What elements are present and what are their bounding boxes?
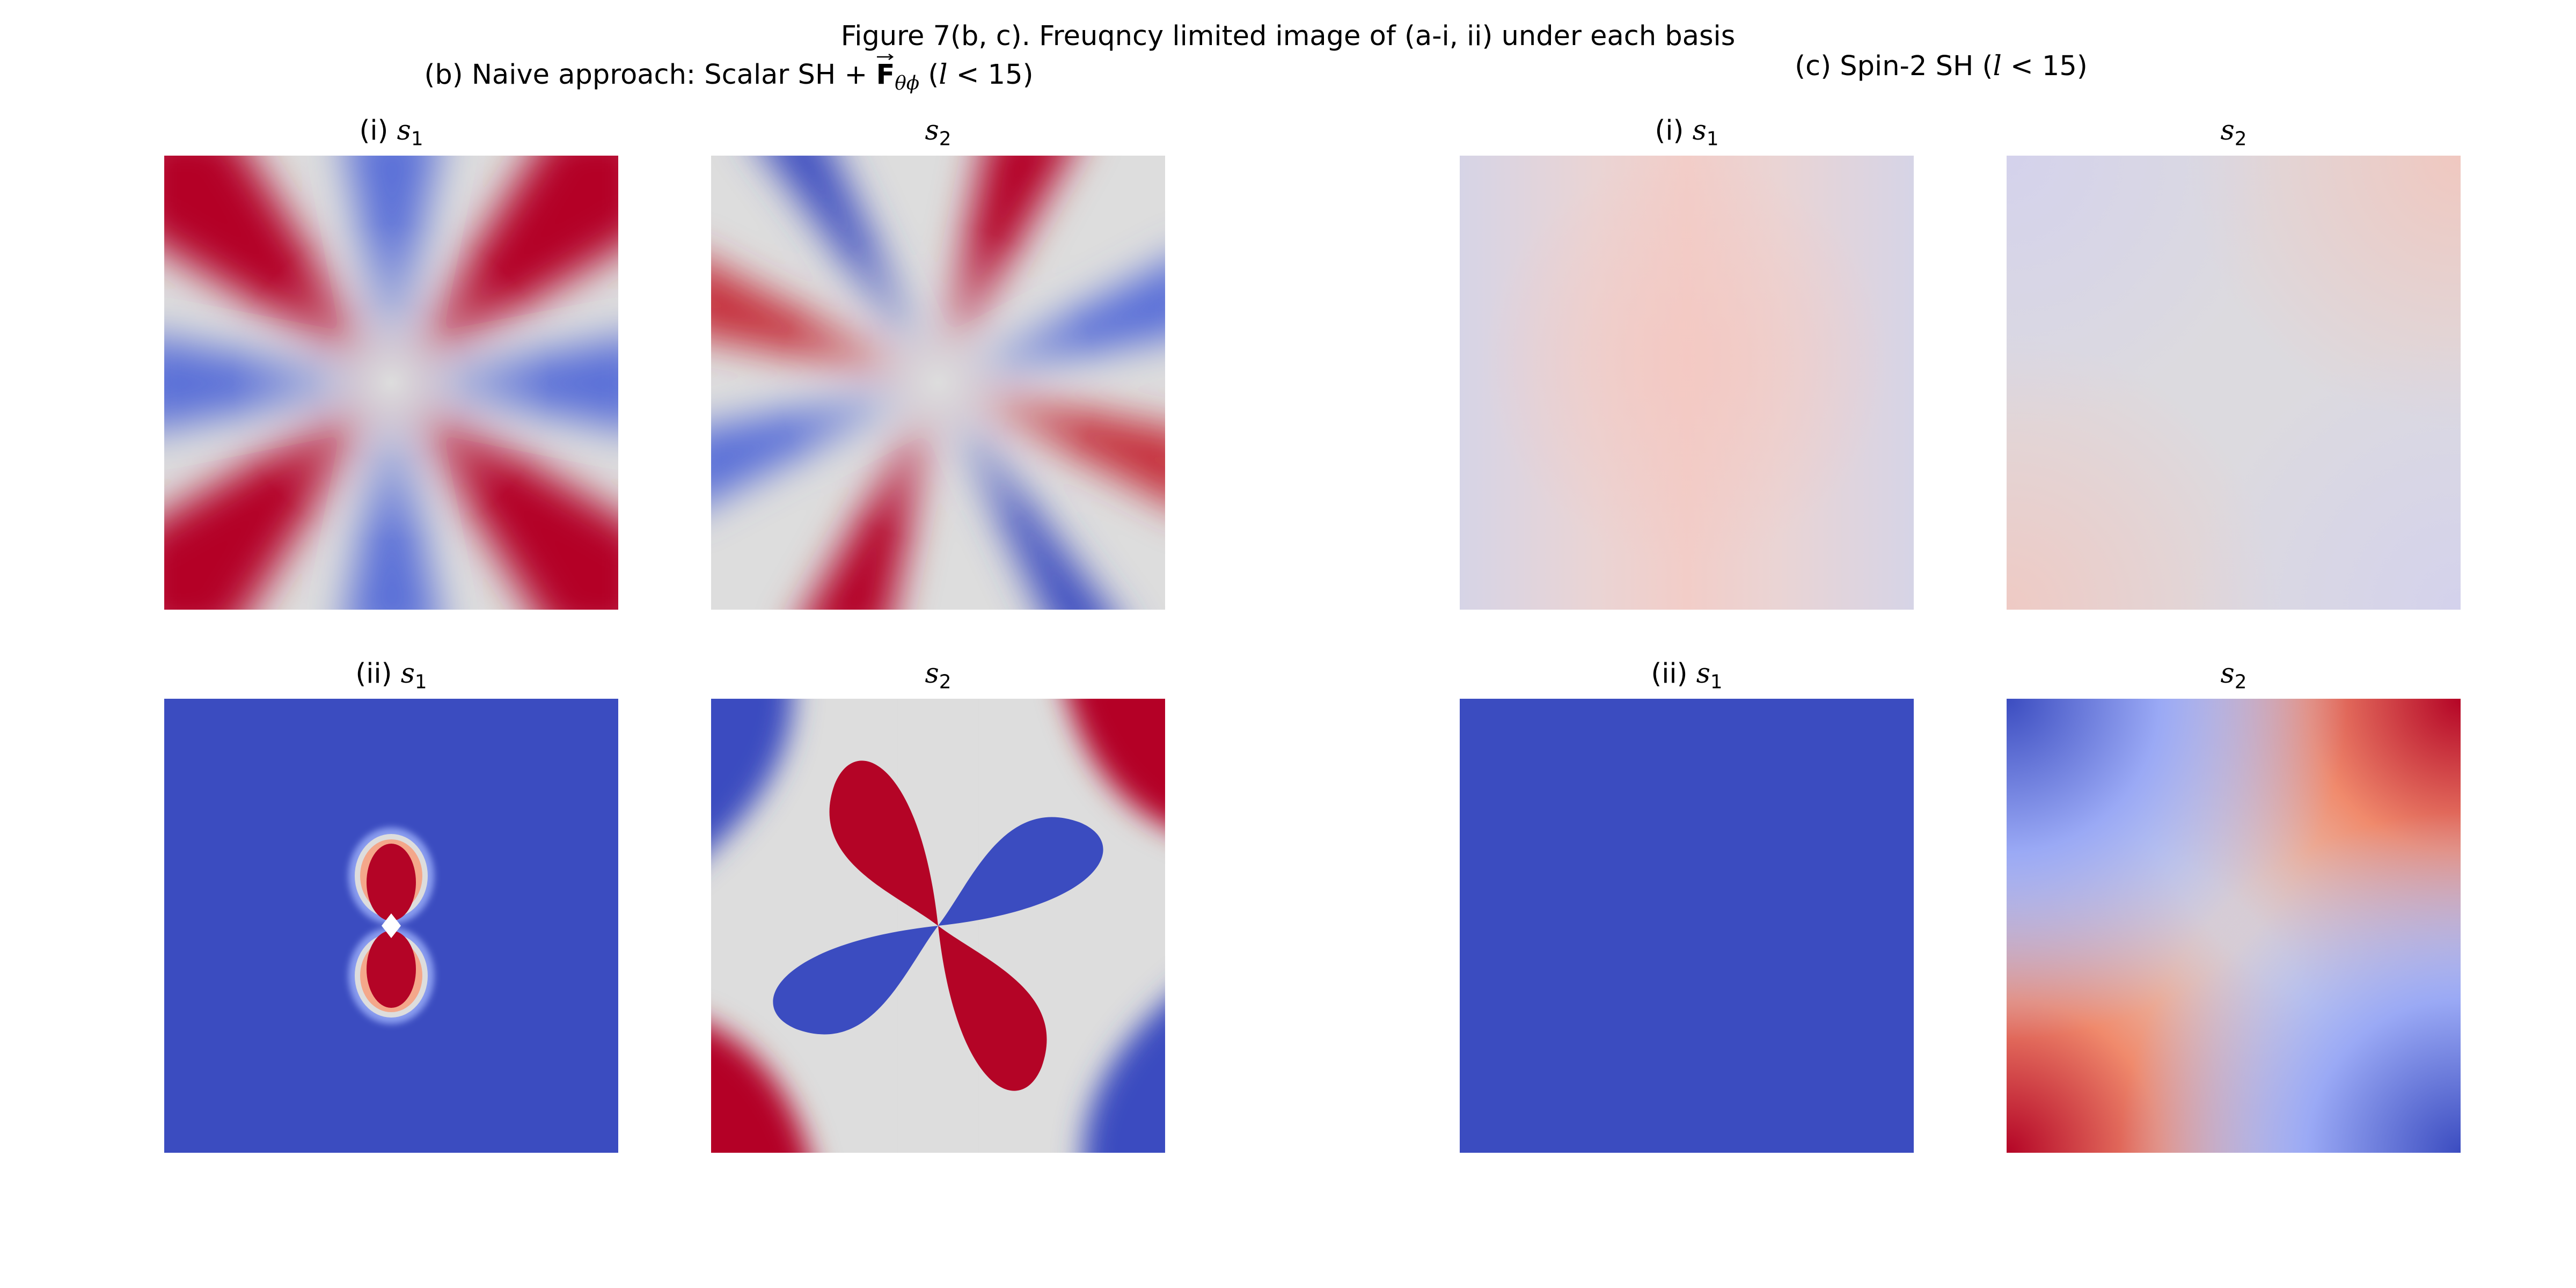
panel-title-b-ii-s2: s2	[925, 658, 952, 693]
group-b-prefix: (b) Naive approach: Scalar SH +	[424, 59, 876, 91]
panel-title-c-i-s2: s2	[2220, 115, 2247, 150]
heatmap-c-i-s2	[2007, 156, 2461, 610]
group-b-title: (b) Naive approach: Scalar SH + Fθϕ (l <…	[299, 53, 1158, 94]
panel-title-c-ii-s1: (ii) s1	[1651, 658, 1723, 693]
group-b-cutoff: < 15)	[947, 59, 1034, 91]
heatmap-b-ii-s1	[164, 699, 618, 1153]
heatmap-b-ii-s2	[711, 699, 1165, 1153]
field-symbol: F	[876, 53, 895, 91]
heatmap-b-i-s2	[711, 156, 1165, 610]
panel-title-b-i-s1: (i) s1	[359, 115, 423, 150]
panel-title-b-ii-s1: (ii) s1	[355, 658, 427, 693]
panel-title-c-ii-s2: s2	[2220, 658, 2247, 693]
group-c-title: (c) Spin-2 SH (l < 15)	[1512, 49, 2370, 84]
heatmap-c-ii-s1	[1460, 699, 1914, 1153]
vector-arrow-icon	[877, 53, 894, 61]
heatmap-b-i-s1	[164, 156, 618, 610]
field-subscript: θϕ	[895, 72, 920, 94]
group-c-prefix: (c) Spin-2 SH (	[1795, 50, 1993, 82]
figure-title: Figure 7(b, c). Freuqncy limited image o…	[840, 20, 1736, 52]
group-c-l: l	[1993, 50, 2002, 82]
group-b-open: (	[919, 59, 939, 91]
panel-title-c-i-s1: (i) s1	[1655, 115, 1719, 150]
panel-title-b-i-s2: s2	[925, 115, 952, 150]
group-b-l: l	[939, 59, 948, 91]
heatmap-c-i-s1	[1460, 156, 1914, 610]
group-c-cutoff: < 15)	[2001, 50, 2088, 82]
heatmap-c-ii-s2	[2007, 699, 2461, 1153]
